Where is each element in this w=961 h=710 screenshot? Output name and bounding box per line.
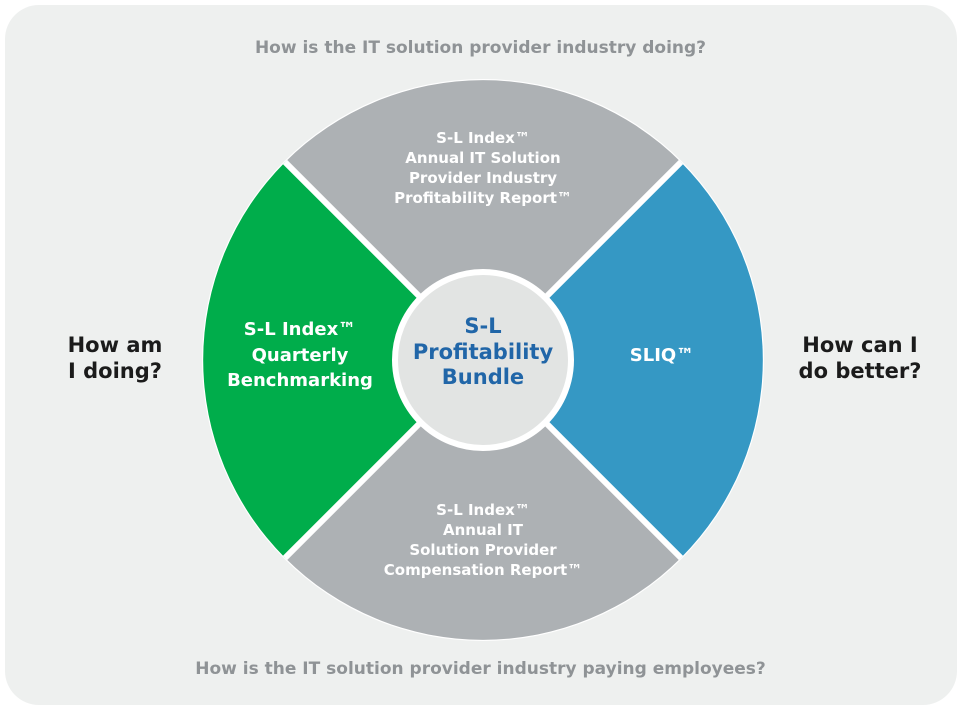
segment-bottom[interactable] [285, 422, 681, 640]
divider-bottom-left [282, 420, 423, 561]
question-top: How is the IT solution provider industry… [254, 38, 707, 58]
divider-top-left [282, 159, 423, 300]
segment-left[interactable] [203, 162, 421, 558]
segment-top-line4: Profitability Report™ [394, 189, 572, 207]
question-right-line2: do better? [798, 359, 922, 383]
question-right-line1: How can I [802, 333, 918, 357]
segment-top-line3: Provider Industry [409, 169, 557, 187]
segment-bottom-line2: Annual IT [443, 521, 524, 539]
segment-bottom-line3: Solution Provider [409, 541, 557, 559]
divider-top-right [543, 159, 684, 300]
segment-right[interactable] [545, 162, 763, 558]
question-bottom: How is the IT solution provider industry… [195, 659, 766, 679]
segment-left-line1: S-L Index™ [244, 319, 356, 340]
question-left-line1: How am [67, 333, 163, 357]
segment-top-line1: S-L Index™ [436, 129, 530, 147]
center-label-line3: Bundle [442, 365, 524, 389]
divider-bottom-right [543, 420, 684, 561]
segment-left-line2: Quarterly [252, 345, 349, 366]
segment-bottom-line1: S-L Index™ [436, 501, 530, 519]
center-hub[interactable] [392, 269, 574, 451]
question-left-line2: I doing? [68, 359, 162, 383]
segment-bottom-line4: Compensation Report™ [384, 561, 582, 579]
segment-right-line1: SLIQ™ [630, 345, 694, 366]
question-right: How can I do better? [775, 332, 945, 384]
center-label-line2: Profitability [413, 340, 554, 364]
segment-top[interactable] [285, 80, 681, 298]
segment-left-line3: Benchmarking [227, 370, 373, 391]
question-left: How am I doing? [40, 332, 190, 384]
segment-top-line2: Annual IT Solution [405, 149, 560, 167]
center-label-line1: S-L [464, 314, 501, 338]
